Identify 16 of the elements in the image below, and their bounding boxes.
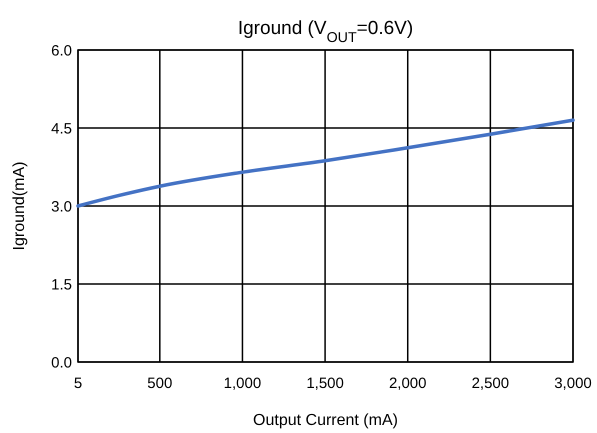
line-series [76,118,575,208]
x-tick-label: 3,000 [554,375,592,392]
x-tick-label: 500 [147,375,172,392]
x-tick-label: 2,000 [388,375,426,392]
x-tick-label: 1,000 [224,375,262,392]
y-tick-label: 0.0 [51,354,72,372]
x-tick-label: 2,500 [472,375,510,392]
y-tick-label: 4.5 [51,120,72,138]
y-tick-label: 6.0 [51,42,72,60]
y-tick-label: 3.0 [51,198,72,216]
x-tick-label: 5 [74,375,82,392]
x-tick-label: 1,500 [306,375,344,392]
chart-title: Iground (V$_{OUT}$=0.6V) [238,18,414,46]
y-tick-label: 1.5 [51,276,72,294]
x-axis-title: Output Current (mA) [253,412,398,429]
y-axis-title: Iground(mA) [11,162,28,250]
